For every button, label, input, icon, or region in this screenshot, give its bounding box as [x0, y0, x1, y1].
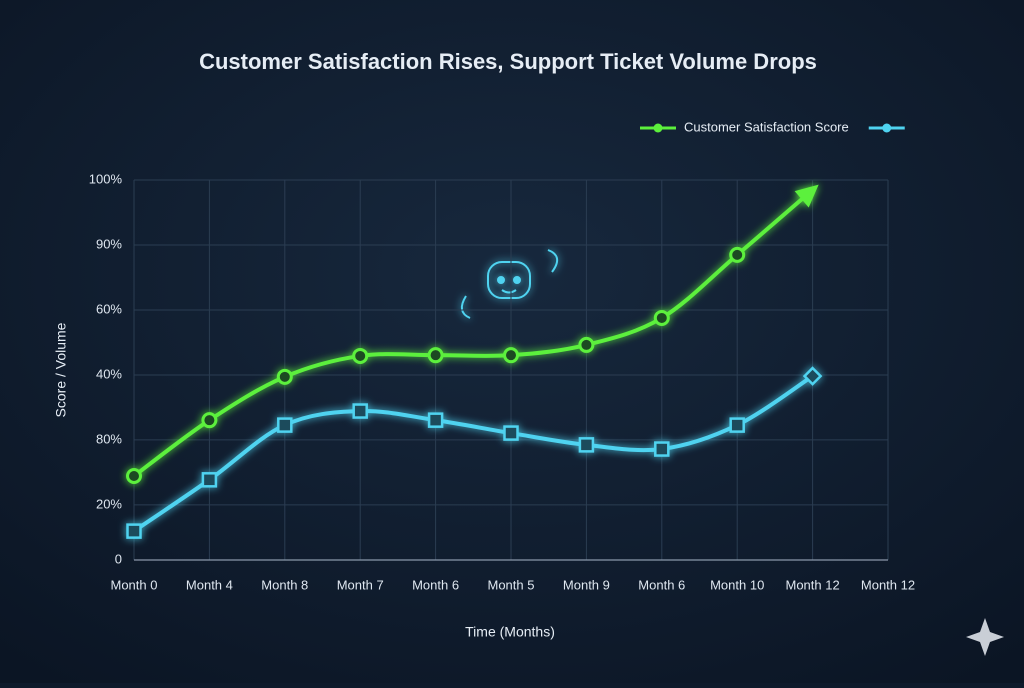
- y-axis-label: Score / Volume: [53, 322, 69, 417]
- x-tick-label: Month 0: [111, 577, 158, 592]
- marker: [276, 368, 293, 385]
- marker: [578, 437, 595, 453]
- legend-swatch-dot: [653, 123, 663, 133]
- y-tick-label: 0: [115, 551, 122, 566]
- x-tick-label: Month 7: [337, 577, 384, 592]
- marker: [201, 472, 218, 488]
- x-tick-label: Month 10: [710, 577, 764, 592]
- sparkle-icon: [966, 618, 1004, 656]
- x-tick-label: Month 12: [861, 577, 915, 592]
- x-tick-label: Month 4: [186, 577, 233, 592]
- series-1: [126, 366, 823, 539]
- marker: [729, 417, 745, 433]
- x-tick-label: Month 12: [785, 577, 839, 592]
- x-tick-label: Month 9: [563, 577, 610, 592]
- marker: [427, 347, 444, 364]
- robot-icon: [460, 249, 559, 319]
- x-axis-label: Time (Months): [465, 624, 555, 640]
- y-tick-label: 60%: [96, 301, 122, 316]
- marker: [277, 417, 293, 433]
- marker: [654, 441, 670, 457]
- series-line: [132, 374, 815, 534]
- y-tick-label: 80%: [96, 431, 122, 446]
- marker: [802, 366, 823, 386]
- marker: [653, 309, 670, 326]
- legend-label: Customer Satisfaction Score: [684, 119, 849, 134]
- marker: [352, 403, 368, 419]
- y-tick-label: 40%: [96, 366, 122, 381]
- marker: [794, 184, 819, 208]
- x-tick-label: Month 5: [488, 577, 535, 592]
- marker: [201, 412, 218, 429]
- y-tick-label: 90%: [96, 236, 122, 251]
- chart-title: Customer Satisfaction Rises, Support Tic…: [199, 49, 817, 74]
- y-tick-label: 20%: [96, 496, 122, 511]
- marker: [578, 336, 595, 353]
- marker: [503, 425, 519, 441]
- marker: [126, 523, 142, 539]
- x-tick-label: Month 6: [412, 577, 459, 592]
- series-0: [126, 184, 819, 485]
- x-tick-label: Month 6: [638, 577, 685, 592]
- series-line: [132, 187, 815, 479]
- legend: Customer Satisfaction Score: [640, 119, 905, 134]
- marker: [503, 347, 519, 364]
- legend-swatch-dot: [882, 123, 892, 133]
- marker: [126, 468, 142, 485]
- x-tick-label: Month 8: [261, 577, 308, 592]
- y-tick-label: 100%: [89, 171, 123, 186]
- marker: [729, 246, 746, 263]
- marker: [352, 347, 369, 364]
- marker: [427, 412, 444, 428]
